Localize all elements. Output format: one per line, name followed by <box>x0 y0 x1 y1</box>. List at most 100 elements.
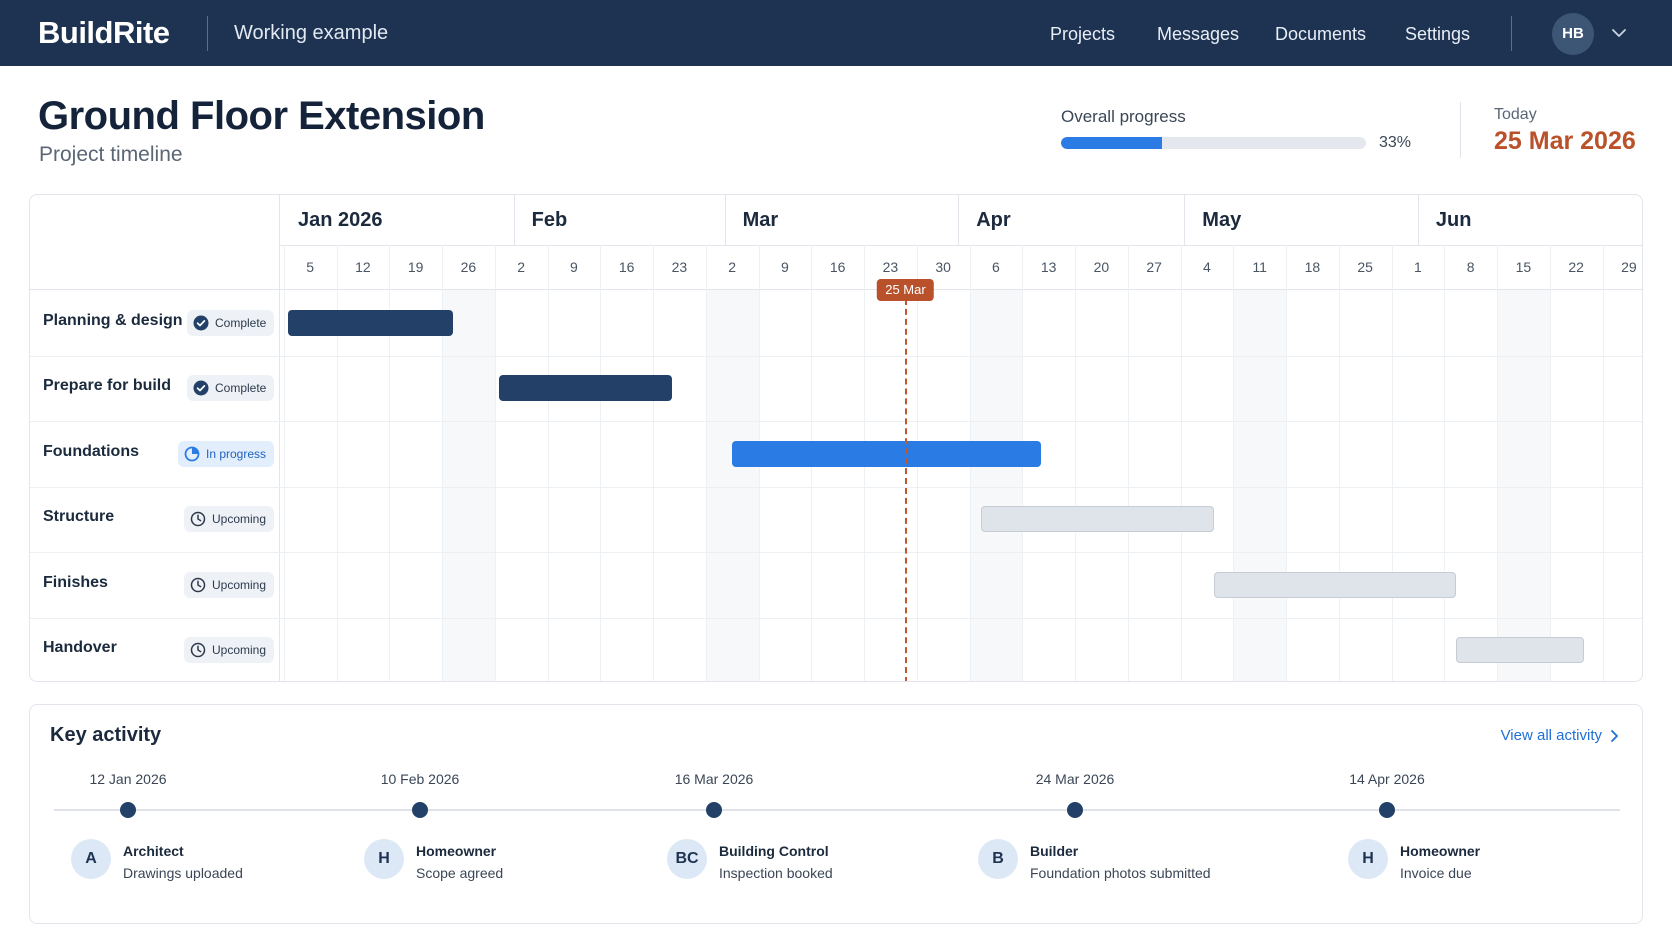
nav-settings[interactable]: Settings <box>1405 24 1471 44</box>
status-badge-label: In progress <box>206 446 267 461</box>
timeline-band <box>1233 290 1287 681</box>
task-bar-upcoming[interactable] <box>1214 571 1456 598</box>
today-date: 25 Mar 2026 <box>1494 127 1636 155</box>
task-bar-upcoming[interactable] <box>1455 637 1584 664</box>
week-label: 26 <box>460 259 477 275</box>
timeline-band <box>969 290 1023 681</box>
week-label: 19 <box>407 259 424 275</box>
activity-date: 24 Mar 2026 <box>1035 771 1115 787</box>
status-badge: Complete <box>187 375 275 402</box>
week-label: 8 <box>1466 259 1475 275</box>
activity-description: Foundation photos submitted <box>1030 865 1211 881</box>
nav-messages[interactable]: Messages <box>1157 24 1240 44</box>
activity-date: 16 Mar 2026 <box>674 771 754 787</box>
week-label: 30 <box>935 259 951 275</box>
timeline-band <box>442 290 495 681</box>
activity-date: 10 Feb 2026 <box>380 771 460 787</box>
month-divider <box>724 195 726 245</box>
progress-percent: 33% <box>1379 134 1412 151</box>
week-gridline <box>1497 245 1499 681</box>
week-gridline <box>547 245 549 681</box>
task-name: Planning & design <box>43 311 183 329</box>
week-gridline <box>1233 245 1235 681</box>
progress-pie-icon <box>184 446 200 462</box>
clock-icon <box>190 643 206 658</box>
week-gridline <box>1286 245 1288 681</box>
clock-icon <box>190 512 206 527</box>
week-label: 5 <box>306 259 315 275</box>
week-label: 9 <box>780 259 789 275</box>
week-label: 15 <box>1515 259 1532 275</box>
month-header-divider <box>280 245 1642 246</box>
activity-description: Drawings uploaded <box>123 865 243 881</box>
week-gridline <box>283 245 285 681</box>
progress-label: Overall progress <box>1061 107 1186 126</box>
chevron-down-icon[interactable] <box>1610 24 1628 42</box>
key-activity-title: Key activity <box>50 724 162 746</box>
week-gridline <box>1127 245 1129 681</box>
week-gridline <box>600 245 602 681</box>
timeline-band <box>1497 290 1550 681</box>
today-marker-label: 25 Mar <box>877 279 934 301</box>
task-bar-upcoming[interactable] <box>980 506 1215 533</box>
status-badge: Complete <box>187 309 275 336</box>
nav-projects[interactable]: Projects <box>1050 24 1116 44</box>
month-label: Feb <box>531 209 568 231</box>
activity-role: Builder <box>1030 843 1079 859</box>
key-activity-panel: Key activity View all activity 12 Jan 20… <box>29 704 1643 924</box>
check-circle-icon <box>193 380 209 396</box>
week-gridline <box>653 245 655 681</box>
status-badge-label: Upcoming <box>212 643 267 658</box>
task-row-divider <box>30 486 1642 488</box>
activity-avatar: A <box>71 839 111 879</box>
activity-dot <box>1379 802 1395 818</box>
week-label: 18 <box>1304 259 1321 275</box>
week-gridline <box>1075 245 1077 681</box>
timeline-header-divider <box>30 289 1642 290</box>
status-badge-label: Upcoming <box>212 577 267 592</box>
week-label: 16 <box>618 259 635 275</box>
project-timeline-gantt: Jan 2026 Feb Mar Apr May Jun 5 12 19 26 2 9 16 23 2 9 16… <box>29 194 1643 682</box>
user-avatar[interactable]: HB <box>1552 13 1594 55</box>
week-gridline <box>336 245 338 681</box>
task-name: Foundations <box>43 442 139 460</box>
page-subtitle: Project timeline <box>39 143 183 166</box>
task-bar-inprogress[interactable] <box>732 440 1042 467</box>
week-label: 16 <box>829 259 846 275</box>
month-label: Mar <box>742 209 779 231</box>
task-row-divider <box>30 617 1642 619</box>
month-divider <box>1184 195 1186 245</box>
status-badge: In progress <box>178 440 275 467</box>
task-name: Finishes <box>43 573 108 591</box>
activity-role: Homeowner <box>416 843 497 859</box>
week-gridline <box>705 245 707 681</box>
status-badge: Upcoming <box>184 506 275 533</box>
timeline-band <box>705 290 759 681</box>
view-all-activity-link[interactable]: View all activity <box>1501 727 1620 744</box>
nav-divider <box>207 16 208 51</box>
week-label: 9 <box>569 259 578 275</box>
week-label: 22 <box>1568 259 1584 275</box>
top-nav-bar: BuildRite Working example Projects Messa… <box>0 0 1672 66</box>
task-bar-complete[interactable] <box>287 309 454 336</box>
check-circle-icon <box>193 315 209 331</box>
week-label: 4 <box>1203 259 1211 275</box>
task-name: Structure <box>43 508 115 526</box>
activity-role: Architect <box>123 843 184 859</box>
task-row-divider <box>30 552 1642 553</box>
activity-description: Invoice due <box>1400 865 1472 881</box>
month-label: Apr <box>976 209 1011 231</box>
week-gridline <box>1602 245 1604 681</box>
week-label: 23 <box>882 259 899 275</box>
week-label: 27 <box>1146 259 1162 275</box>
activity-date: 14 Apr 2026 <box>1349 771 1425 787</box>
week-gridline <box>1338 245 1340 681</box>
task-bar-complete[interactable] <box>498 375 672 402</box>
nav-documents[interactable]: Documents <box>1275 24 1367 44</box>
week-label: 1 <box>1414 259 1422 275</box>
activity-dot <box>1067 802 1083 818</box>
today-label: Today <box>1494 106 1537 123</box>
app-logo[interactable]: BuildRite <box>38 15 170 50</box>
activity-description: Scope agreed <box>416 865 504 881</box>
task-list-column <box>30 195 280 681</box>
